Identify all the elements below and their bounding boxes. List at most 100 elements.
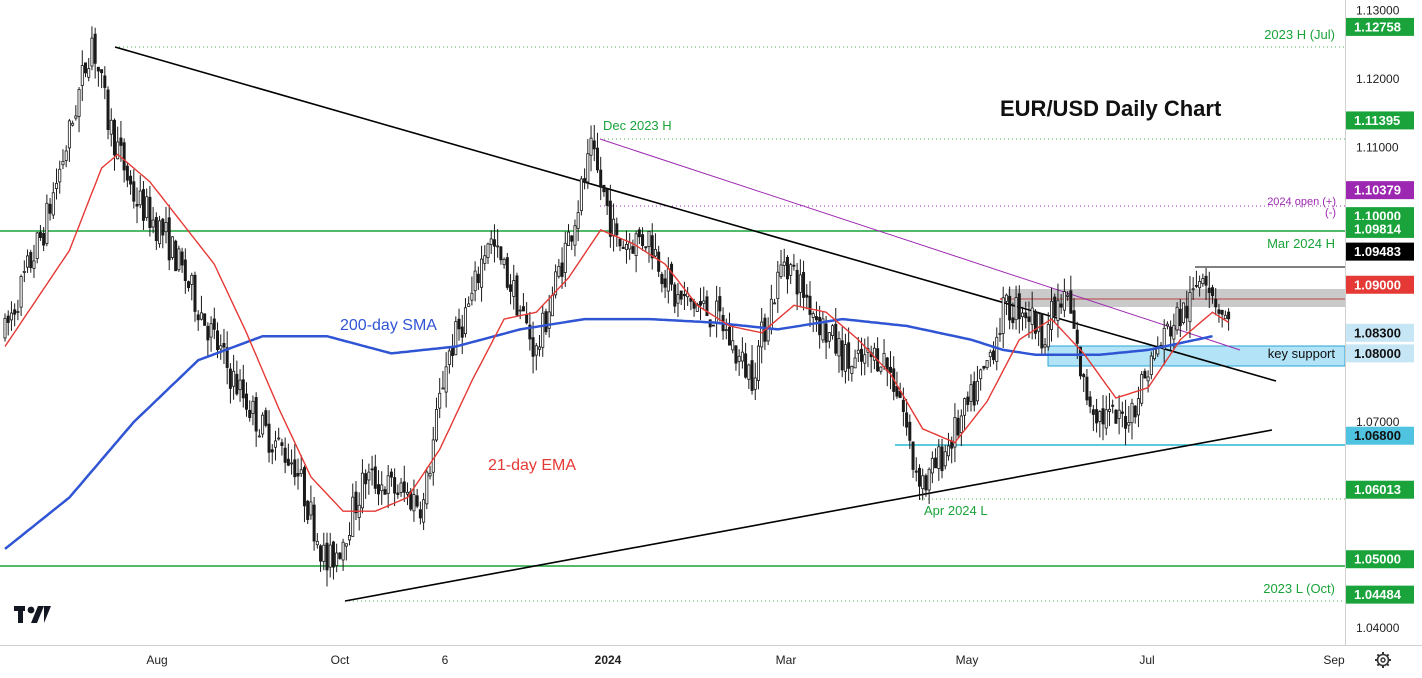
candle — [934, 448, 938, 469]
candle — [470, 276, 474, 306]
price-tag-label: 1.05000 — [1354, 552, 1401, 567]
label-2023-high: 2023 H (Jul) — [1264, 27, 1335, 42]
candle — [831, 324, 835, 340]
candle — [718, 286, 722, 322]
candle — [322, 532, 326, 571]
candle — [3, 313, 7, 342]
candle — [212, 307, 216, 340]
candle — [55, 168, 59, 200]
candle — [563, 231, 567, 287]
candle — [595, 132, 599, 174]
price-tick-label: 1.13000 — [1356, 3, 1400, 17]
candle — [193, 271, 197, 322]
candle — [360, 459, 364, 514]
price-tag-label: 1.08000 — [1354, 346, 1401, 361]
candle — [979, 368, 983, 391]
candle — [64, 145, 68, 168]
candle — [541, 305, 545, 357]
candle — [389, 468, 393, 487]
candle — [573, 219, 577, 257]
price-tag: 1.11395 — [1346, 111, 1414, 130]
candle — [106, 86, 110, 140]
candle — [956, 409, 960, 439]
candle — [1120, 401, 1124, 428]
candle — [151, 207, 155, 234]
candle — [1172, 313, 1176, 349]
candle — [348, 522, 352, 546]
label-sma-200: 200-day SMA — [340, 317, 437, 334]
candle — [502, 257, 506, 269]
candle — [1227, 308, 1231, 331]
candle — [576, 200, 580, 242]
candle — [534, 343, 538, 371]
dec-high-trendline — [599, 138, 1241, 351]
candle — [1175, 302, 1179, 335]
candle — [608, 184, 612, 248]
candle — [1004, 293, 1008, 316]
tradingview-logo — [14, 606, 51, 623]
candle — [808, 281, 812, 327]
settings-gear-icon[interactable] — [1375, 652, 1391, 668]
label-2024-open: 2024 open (+) — [1267, 196, 1336, 208]
candle — [1072, 298, 1076, 329]
candle — [1127, 405, 1131, 433]
candle — [682, 281, 686, 310]
candle — [125, 162, 129, 188]
candle — [1008, 286, 1012, 330]
candle — [177, 245, 181, 272]
candle — [827, 332, 831, 349]
candle — [1133, 405, 1137, 424]
candle — [792, 254, 796, 271]
candle — [1091, 404, 1095, 432]
price-tag-label: 1.06800 — [1354, 428, 1401, 443]
candle — [244, 382, 248, 417]
candle — [254, 392, 258, 447]
candle — [779, 249, 783, 279]
candle — [660, 271, 664, 293]
ascending-trendline — [344, 429, 1273, 602]
candle — [1104, 395, 1108, 436]
candle — [824, 315, 828, 360]
candle — [753, 362, 757, 401]
candle — [61, 149, 65, 170]
candle — [1037, 313, 1041, 347]
candle — [93, 27, 97, 79]
candle — [1204, 267, 1208, 301]
price-tag: 1.10379 — [1346, 181, 1414, 200]
candle — [492, 224, 496, 263]
candle — [589, 125, 593, 172]
candle — [180, 247, 184, 273]
candle — [650, 223, 654, 270]
candle — [380, 471, 384, 505]
candle — [148, 185, 152, 237]
candle — [100, 69, 104, 89]
candle — [1088, 391, 1092, 414]
candle — [96, 66, 100, 87]
candle — [9, 301, 13, 331]
candle — [206, 322, 210, 356]
candle — [331, 540, 335, 580]
time-tick-label: 6 — [442, 653, 449, 667]
candle — [1178, 298, 1182, 338]
candle — [1043, 337, 1047, 355]
time-axis[interactable]: Aug Oct 6 2024 Mar May Jul Sep — [146, 653, 1345, 667]
candle — [328, 532, 332, 578]
candle — [199, 295, 203, 321]
candle — [914, 457, 918, 482]
candle — [486, 242, 490, 264]
candle — [621, 240, 625, 249]
candle — [393, 468, 397, 507]
candle — [351, 483, 355, 537]
candle — [653, 233, 657, 258]
candle — [319, 544, 323, 572]
price-tag: 1.09000 — [1346, 275, 1414, 294]
candle — [174, 239, 178, 272]
candle — [228, 363, 232, 404]
candle — [760, 307, 764, 364]
candle — [299, 455, 303, 477]
candle — [560, 247, 564, 289]
candle — [863, 338, 867, 376]
candle — [35, 231, 39, 264]
